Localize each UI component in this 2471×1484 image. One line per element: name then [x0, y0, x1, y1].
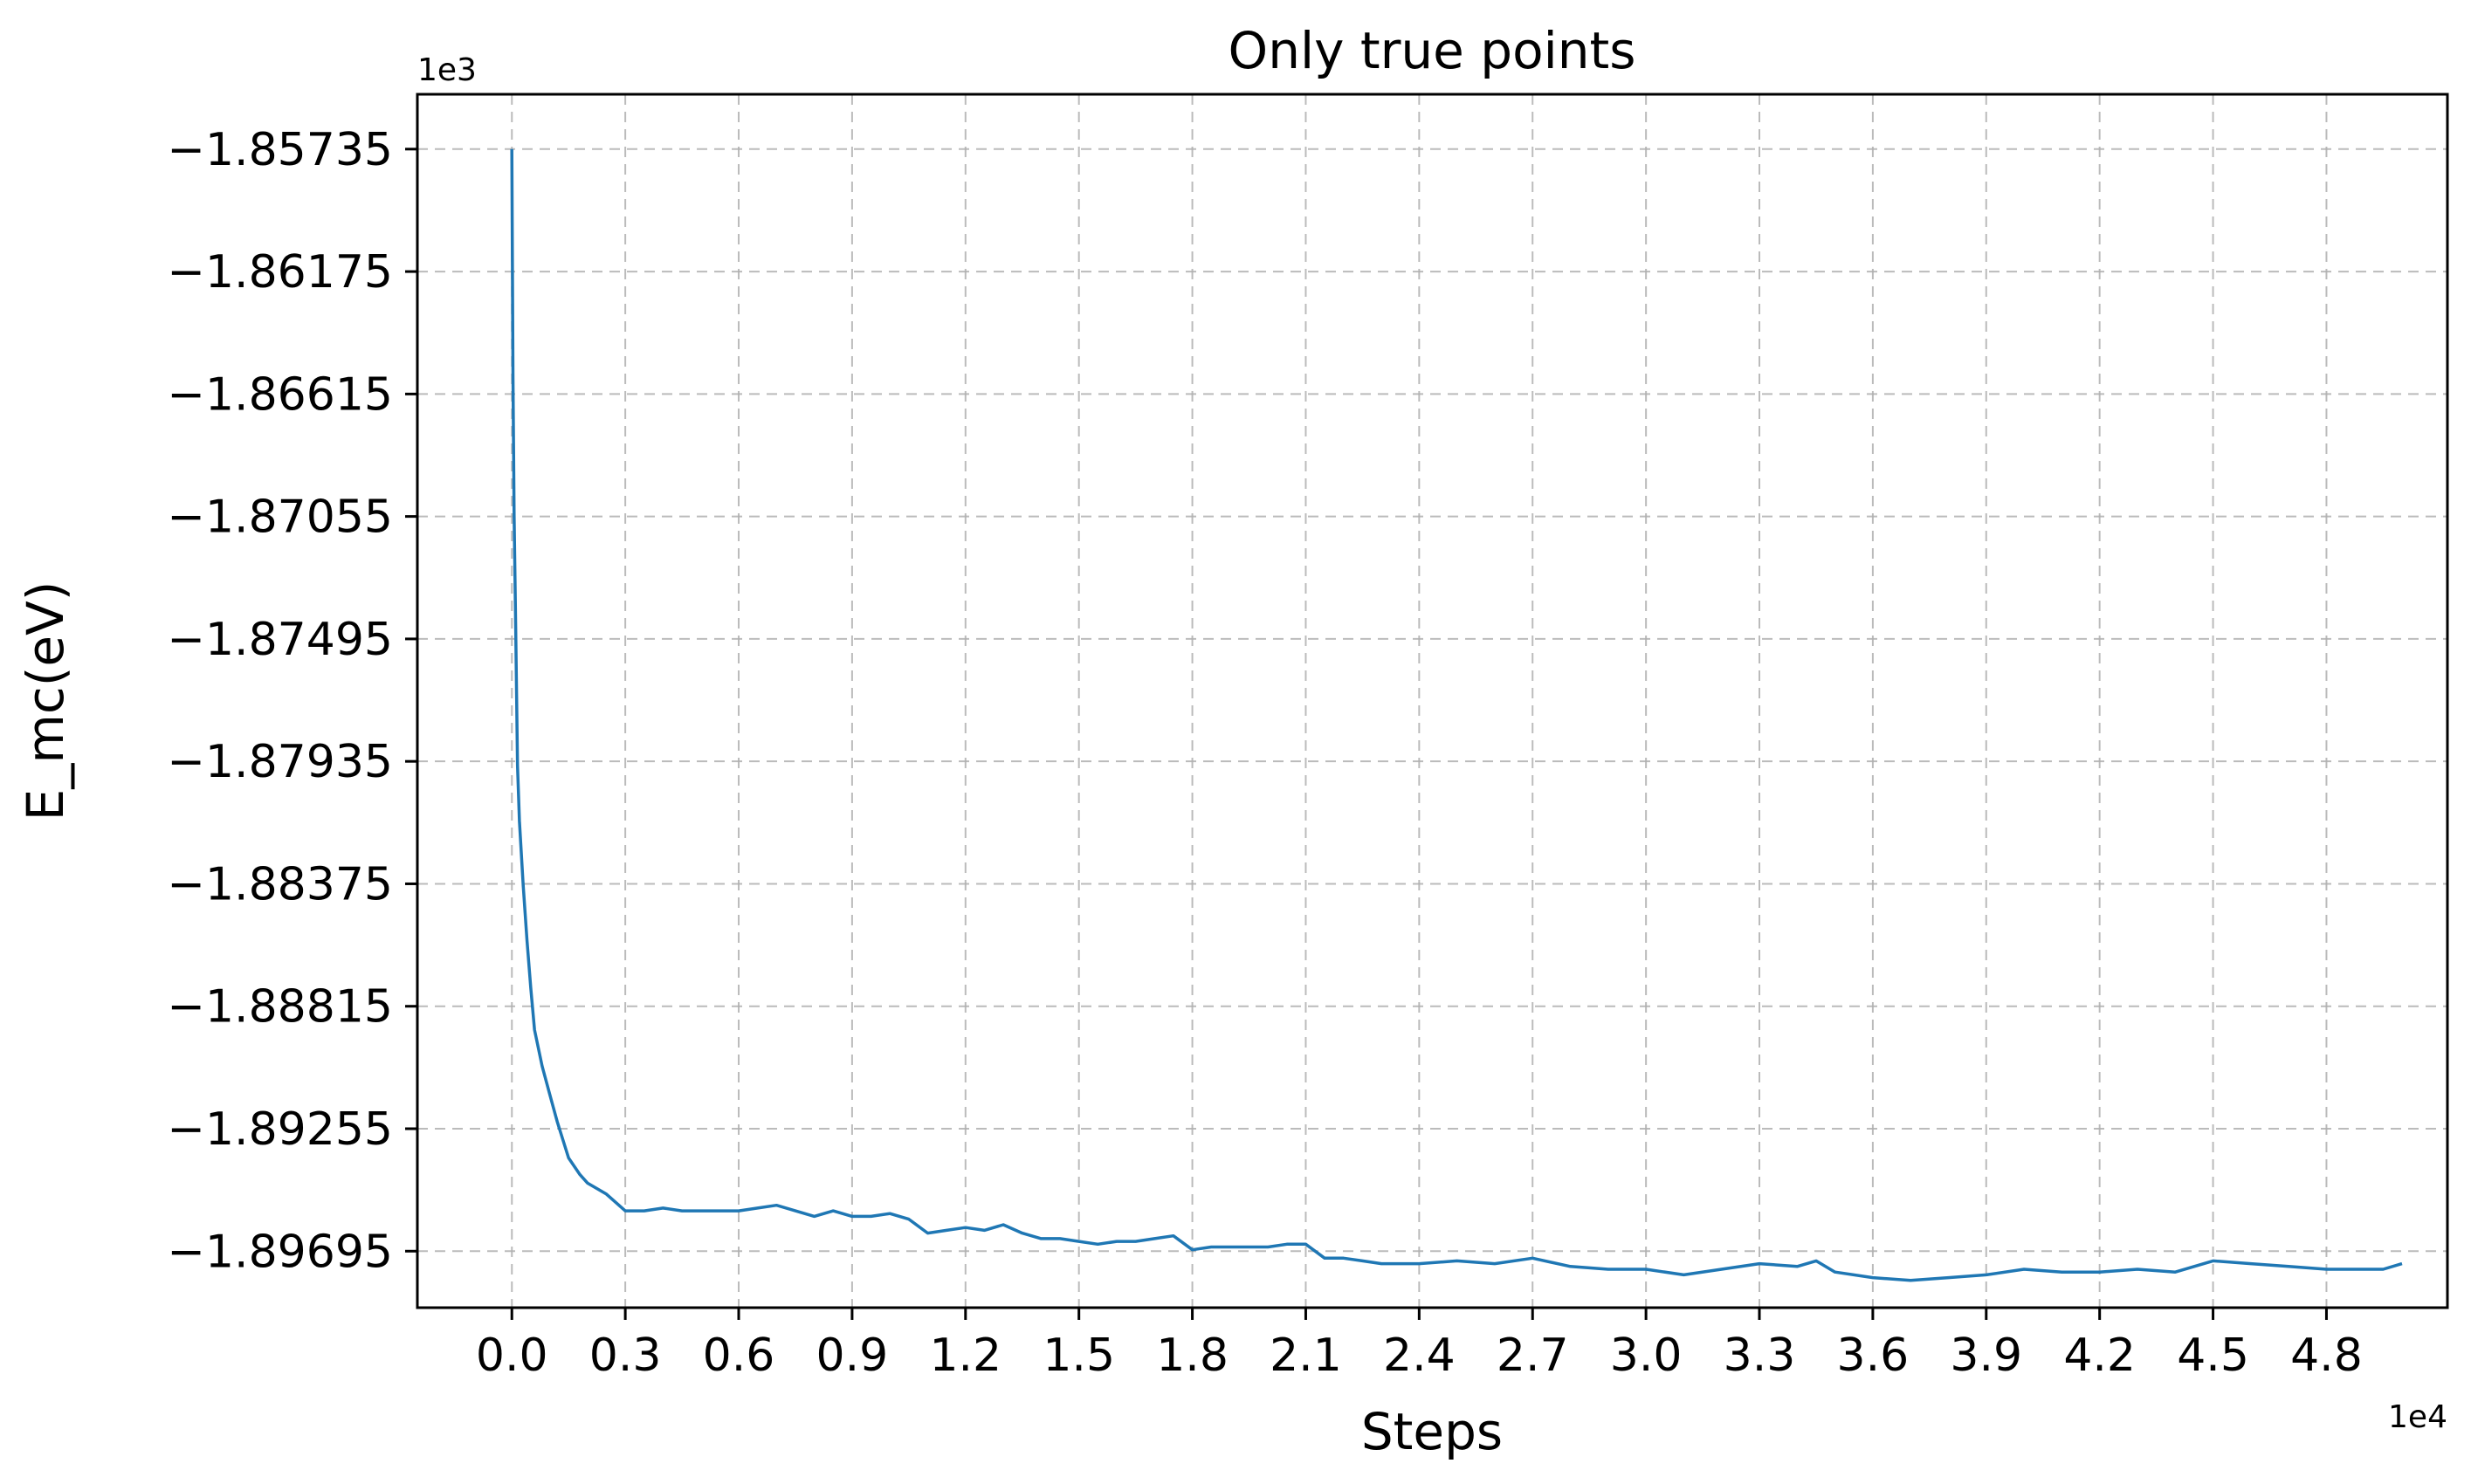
x-tick-label: 3.6 — [1837, 1329, 1910, 1382]
y-tick-label: −1.87055 — [167, 491, 393, 544]
x-tick-label: 0.0 — [476, 1329, 548, 1382]
x-tick-label: 3.9 — [1950, 1329, 2022, 1382]
x-tick-label: 2.1 — [1270, 1329, 1342, 1382]
y-gridlines — [417, 148, 2447, 1253]
y-tick-label: −1.86175 — [167, 246, 393, 299]
chart-title: Only true points — [1229, 21, 1636, 80]
x-tick-label: 4.5 — [2177, 1329, 2249, 1382]
x-tick-label: 3.0 — [1610, 1329, 1683, 1382]
x-tick-label: 0.6 — [703, 1329, 775, 1382]
x-tick-label: 1.5 — [1043, 1329, 1115, 1382]
x-gridlines — [511, 94, 2328, 1308]
x-axis-label: Steps — [1361, 1402, 1503, 1461]
x-ticks: 0.0 0.3 0.6 0.9 1.2 1.5 1.8 2.1 2.4 2.7 3.0 3.3 3.6 3… — [476, 1308, 2363, 1382]
x-tick-label: 3.3 — [1724, 1329, 1796, 1382]
x-tick-label: 1.2 — [929, 1329, 1001, 1382]
x-tick-label: 2.7 — [1497, 1329, 1569, 1382]
y-tick-label: −1.88815 — [167, 981, 393, 1034]
y-ticks: −1.85735 −1.86175 −1.86615 −1.87055 −1.87495… — [167, 124, 417, 1278]
y-tick-label: −1.86615 — [167, 368, 393, 421]
y-tick-label: −1.85735 — [167, 124, 393, 176]
y-tick-label: −1.87495 — [167, 614, 393, 666]
y-tick-label: −1.87935 — [167, 736, 393, 788]
plot-area-frame — [416, 93, 2449, 1309]
y-axis-offset-label: 1e3 — [417, 52, 477, 88]
x-tick-label: 0.9 — [816, 1329, 889, 1382]
x-tick-label: 0.3 — [589, 1329, 662, 1382]
x-axis-offset-label: 1e4 — [2388, 1399, 2447, 1435]
y-axis-label: E_mc(eV) — [16, 581, 75, 821]
x-tick-label: 1.8 — [1156, 1329, 1229, 1382]
y-tick-label: −1.89255 — [167, 1103, 393, 1156]
x-tick-label: 4.2 — [2063, 1329, 2136, 1382]
energy-series-line — [510, 148, 2403, 1282]
x-tick-label: 2.4 — [1383, 1329, 1456, 1382]
y-tick-label: −1.88375 — [167, 858, 393, 910]
y-tick-label: −1.89695 — [167, 1226, 393, 1278]
x-tick-label: 4.8 — [2290, 1329, 2363, 1382]
